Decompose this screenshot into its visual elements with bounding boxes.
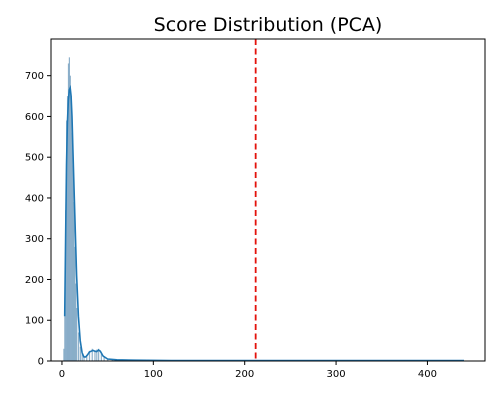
x-tick-label: 400	[418, 369, 437, 380]
kde-curve-group	[65, 88, 464, 361]
kde-curve	[65, 88, 464, 361]
x-tick-label: 200	[235, 369, 254, 380]
y-tick-label: 100	[25, 316, 44, 327]
y-tick-label: 700	[25, 71, 44, 82]
y-tick-label: 0	[38, 357, 44, 368]
x-tick-label: 0	[59, 369, 65, 380]
x-tick-label: 300	[327, 369, 346, 380]
histogram-bar	[76, 308, 77, 361]
histogram-bar	[78, 332, 79, 361]
y-tick-label: 300	[25, 234, 44, 245]
histogram-bar	[94, 351, 95, 361]
x-tick-label: 100	[144, 369, 163, 380]
y-tick-label: 400	[25, 193, 44, 204]
y-tick-label: 600	[25, 112, 44, 123]
y-tick-label: 200	[25, 275, 44, 286]
histogram-bars	[63, 57, 464, 361]
chart-title: Score Distribution (PCA)	[154, 14, 383, 36]
y-tick-label: 500	[25, 153, 44, 164]
plot-frame	[51, 39, 485, 361]
